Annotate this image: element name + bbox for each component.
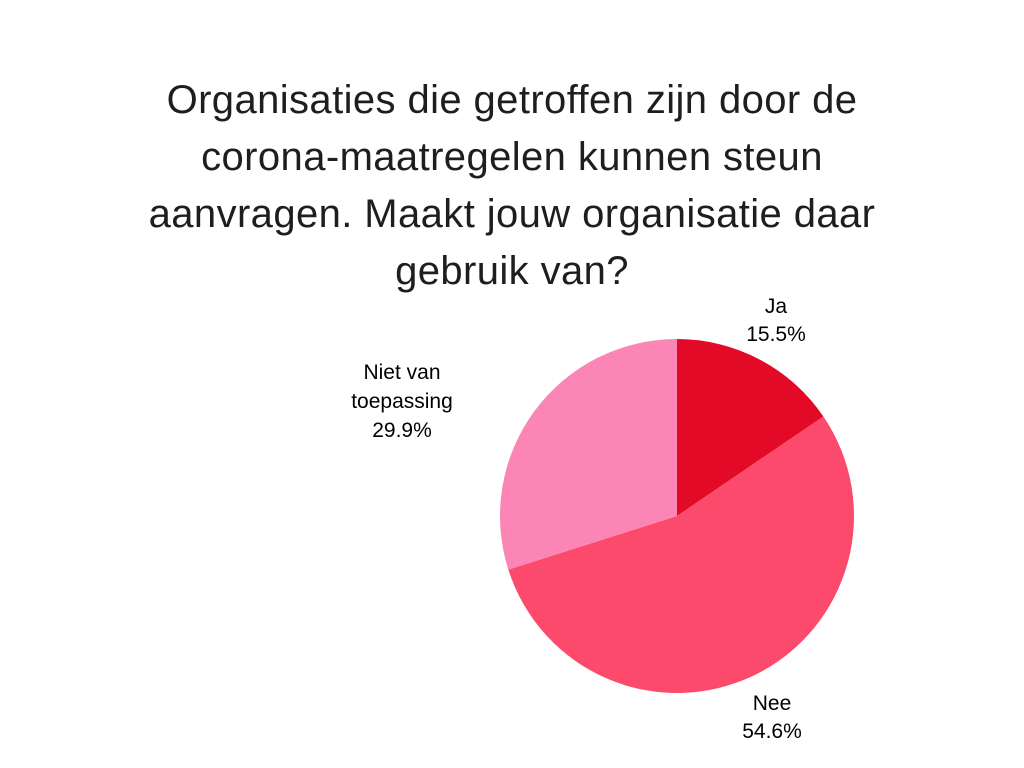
pie-label-nee: Nee 54.6% [742, 690, 802, 746]
pie-svg [499, 339, 854, 693]
chart-title-line: Organisaties die getroffen zijn door de [166, 78, 858, 122]
pie-label-nee-value: 54.6% [742, 720, 802, 743]
pie-chart [499, 338, 855, 694]
chart-title-line: gebruik van? [395, 249, 629, 293]
pie-label-niet-van-toepassing-name: Niet van toepassing [351, 361, 453, 413]
chart-title-line: corona-maatregelen kunnen steun [201, 135, 823, 179]
pie-label-ja: Ja 15.5% [746, 293, 806, 349]
pie-label-ja-value: 15.5% [746, 323, 806, 346]
pie-label-niet-van-toepassing: Niet van toepassing 29.9% [342, 358, 462, 445]
pie-label-ja-name: Ja [764, 295, 788, 318]
pie-label-nee-name: Nee [752, 692, 792, 715]
chart-title: Organisaties die getroffen zijn door de … [0, 72, 1024, 300]
pie-slice-niet-van-toepassing [499, 339, 677, 570]
pie-slice-nee [508, 416, 854, 693]
pie-slice-ja [677, 339, 824, 516]
chart-title-line: aanvragen. Maakt jouw organisatie daar [148, 192, 876, 236]
pie-label-niet-van-toepassing-value: 29.9% [372, 419, 432, 442]
